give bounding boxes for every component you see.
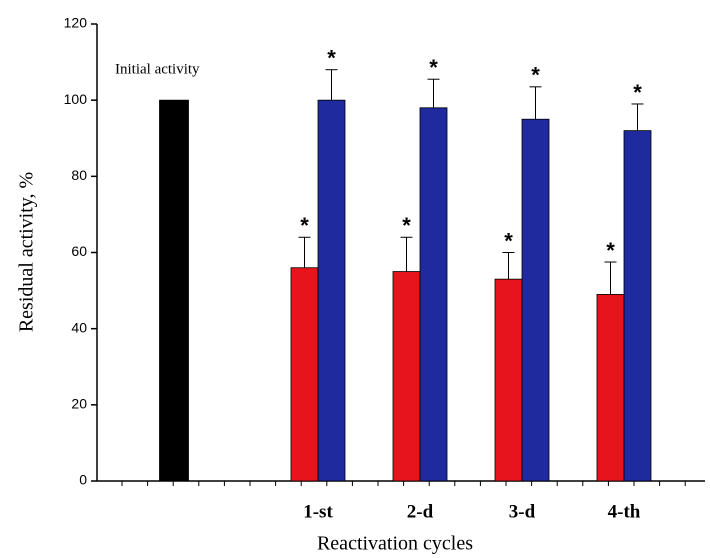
bar <box>159 99 189 482</box>
x-tick-label: 2-d <box>407 501 434 522</box>
bar <box>521 118 550 482</box>
significance-label: * <box>531 63 540 88</box>
significance-label: * <box>504 228 513 253</box>
significance-label: * <box>300 213 309 238</box>
significance-label: * <box>402 213 411 238</box>
y-tick-label: 80 <box>71 167 87 183</box>
bar <box>419 107 448 482</box>
y-axis-title: Residual activity, % <box>16 172 38 332</box>
bar <box>392 271 421 482</box>
x-tick-label: 1-st <box>303 501 333 522</box>
x-tick-label: 3-d <box>509 501 536 522</box>
y-tick-label: 0 <box>79 472 87 488</box>
y-tick-label: 40 <box>71 319 87 335</box>
x-axis-title: Reactivation cycles <box>317 533 473 555</box>
bar <box>317 99 346 482</box>
significance-label: * <box>606 238 615 263</box>
significance-label: * <box>633 80 642 105</box>
bar <box>623 130 652 482</box>
y-tick-label: 100 <box>64 91 88 107</box>
annotation: Initial activity <box>115 61 200 77</box>
y-tick-label: 60 <box>71 243 87 259</box>
bar <box>494 278 523 482</box>
y-tick-label: 20 <box>71 396 87 412</box>
significance-label: * <box>327 46 336 71</box>
bar <box>596 293 625 482</box>
x-tick-label: 4-th <box>608 501 641 522</box>
significance-label: * <box>429 55 438 80</box>
bar <box>290 267 319 482</box>
y-tick-label: 120 <box>64 15 88 31</box>
